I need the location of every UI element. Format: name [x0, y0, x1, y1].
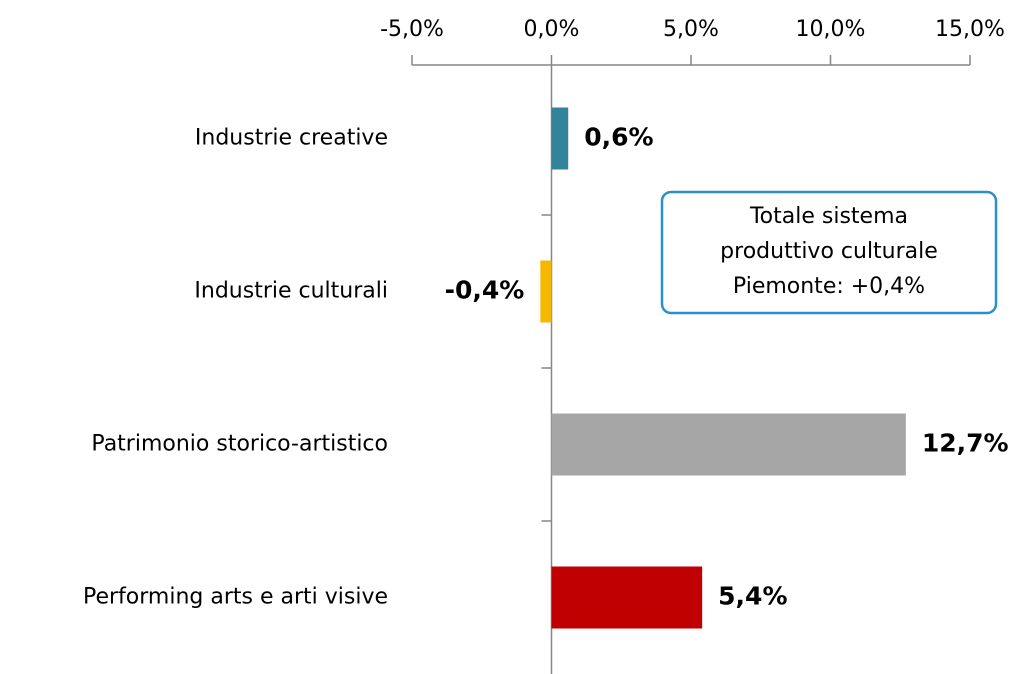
x-tick-label: 15,0% — [935, 17, 1005, 42]
category-label: Patrimonio storico-artistico — [91, 432, 388, 457]
x-tick-label: 5,0% — [663, 17, 719, 42]
bar — [551, 566, 703, 629]
x-tick-label: -5,0% — [380, 17, 444, 42]
category-label: Performing arts e arti visive — [83, 585, 388, 610]
value-label: 12,7% — [922, 429, 1009, 458]
x-tick-label: 0,0% — [524, 17, 580, 42]
annotation-text: Piemonte: +0,4% — [733, 274, 925, 299]
value-label: 5,4% — [718, 582, 787, 611]
x-tick-label: 10,0% — [796, 17, 866, 42]
category-label: Industrie culturali — [194, 279, 388, 304]
value-label: -0,4% — [445, 276, 525, 305]
bar — [551, 413, 906, 476]
annotation-box — [660, 190, 998, 315]
category-label: Industrie creative — [195, 126, 388, 151]
value-label: 0,6% — [584, 123, 653, 152]
annotation-text: produttivo culturale — [720, 239, 938, 264]
annotation-text: Totale sistema — [749, 204, 908, 229]
bar — [551, 107, 569, 170]
bar — [540, 260, 552, 323]
